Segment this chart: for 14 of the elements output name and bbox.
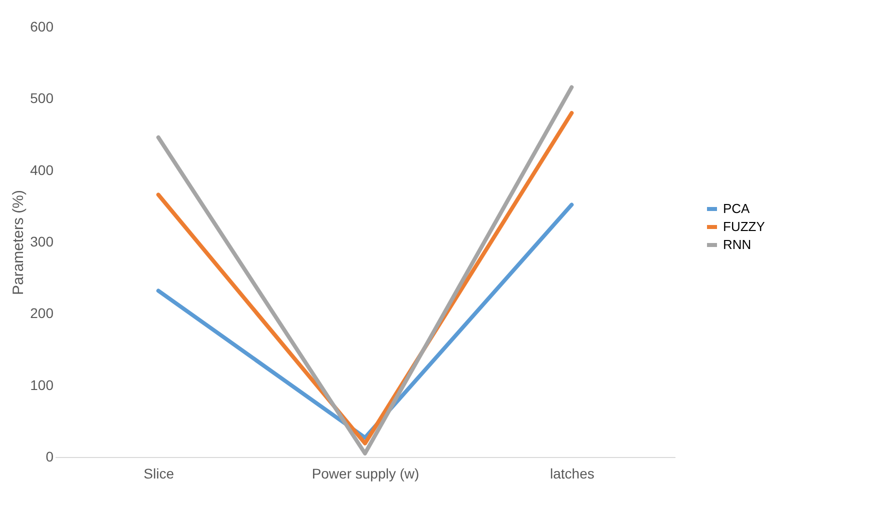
x-tick-label: latches bbox=[550, 466, 594, 482]
legend-label: FUZZY bbox=[723, 219, 766, 234]
x-tick-label: Power supply (w) bbox=[312, 466, 420, 482]
y-tick-label: 400 bbox=[30, 162, 54, 178]
y-tick-label: 500 bbox=[30, 90, 54, 106]
y-tick-label: 300 bbox=[30, 234, 54, 250]
legend-label: PCA bbox=[723, 201, 750, 216]
x-tick-label: Slice bbox=[144, 466, 174, 482]
y-tick-label: 0 bbox=[46, 448, 54, 464]
y-axis-title: Parameters (%) bbox=[10, 190, 28, 296]
y-tick-label: 200 bbox=[30, 305, 54, 322]
y-tick-label: 600 bbox=[30, 18, 54, 34]
y-tick-label: 100 bbox=[30, 376, 54, 393]
legend-label: RNN bbox=[723, 237, 752, 252]
